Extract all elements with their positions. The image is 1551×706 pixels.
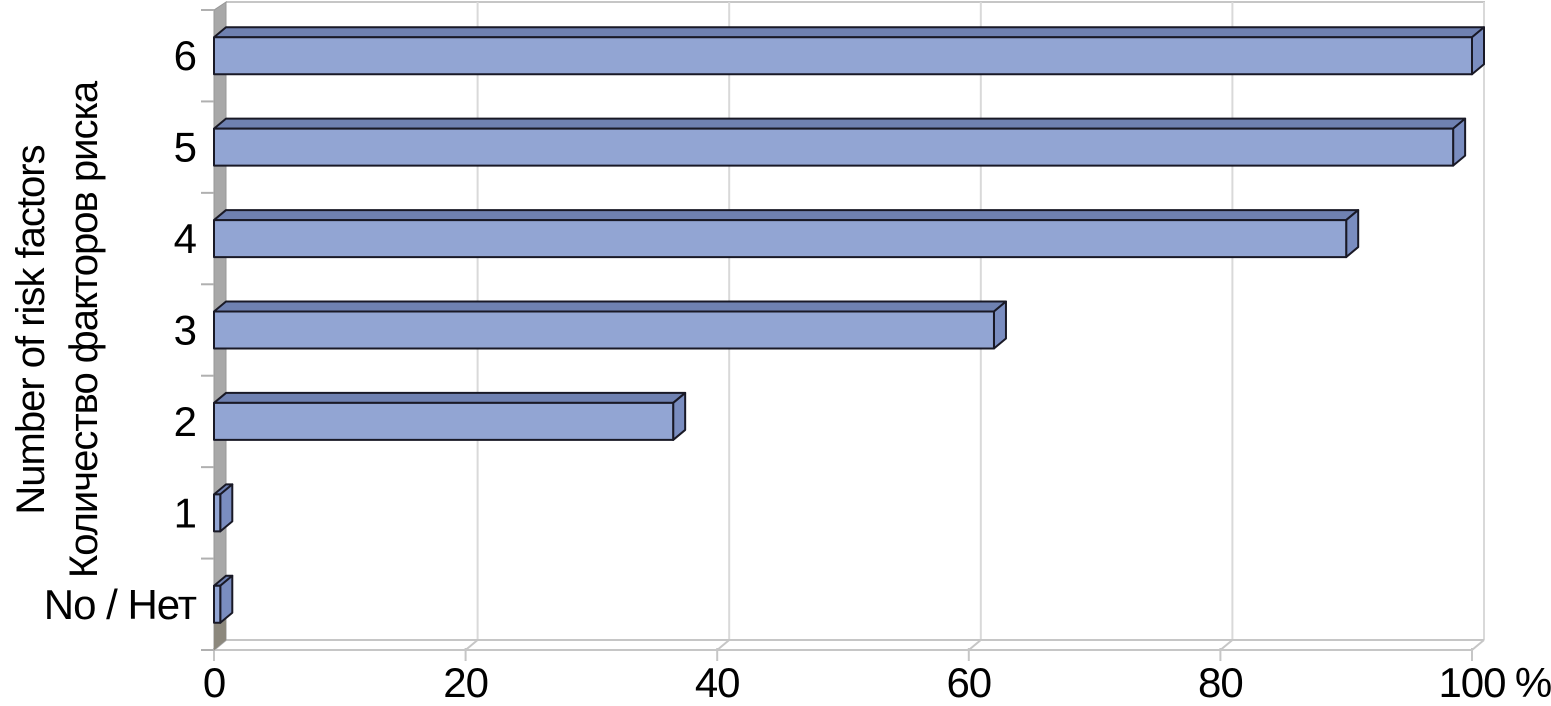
category-label-4: 2 xyxy=(174,398,196,445)
y-axis-title-line2: Количество факторов риска xyxy=(62,80,106,578)
bar-5 xyxy=(213,493,222,533)
bar-top-face-4 xyxy=(213,391,687,404)
bar-top-face-0 xyxy=(213,26,1485,39)
bar-2 xyxy=(213,219,1348,259)
x-tick-label-80: 80 xyxy=(1198,659,1243,706)
floor-connector-80 xyxy=(1219,639,1234,651)
bar-top-face-2 xyxy=(213,209,1360,222)
x-axis-unit-label: % xyxy=(1515,659,1551,706)
x-tick-label-20: 20 xyxy=(443,659,488,706)
bar-6 xyxy=(213,584,222,624)
x-tick-label-60: 60 xyxy=(946,659,991,706)
bar-3 xyxy=(213,310,995,350)
category-label-3: 3 xyxy=(174,307,196,354)
category-label-2: 4 xyxy=(174,215,197,262)
bar-0 xyxy=(213,36,1473,76)
category-label-5: 1 xyxy=(174,489,196,536)
bar-1 xyxy=(213,127,1455,167)
category-label-0: 6 xyxy=(174,32,196,79)
category-label-6: No / Нет xyxy=(44,581,197,628)
x-tick-label-0: 0 xyxy=(203,659,225,706)
bar-top-face-1 xyxy=(213,117,1467,130)
y-axis-title-line1: Number of risk factors xyxy=(9,145,53,514)
category-label-1: 5 xyxy=(174,124,196,171)
bar-top-face-3 xyxy=(213,300,1007,313)
floor-connector-20 xyxy=(464,639,479,651)
x-tick-label-100: 100 xyxy=(1438,659,1505,706)
floor-connector-60 xyxy=(968,639,982,651)
x-tick-label-40: 40 xyxy=(695,659,740,706)
floor-connector-40 xyxy=(716,639,730,651)
floor-connector-100 xyxy=(1471,639,1485,651)
bar-4 xyxy=(213,401,675,441)
